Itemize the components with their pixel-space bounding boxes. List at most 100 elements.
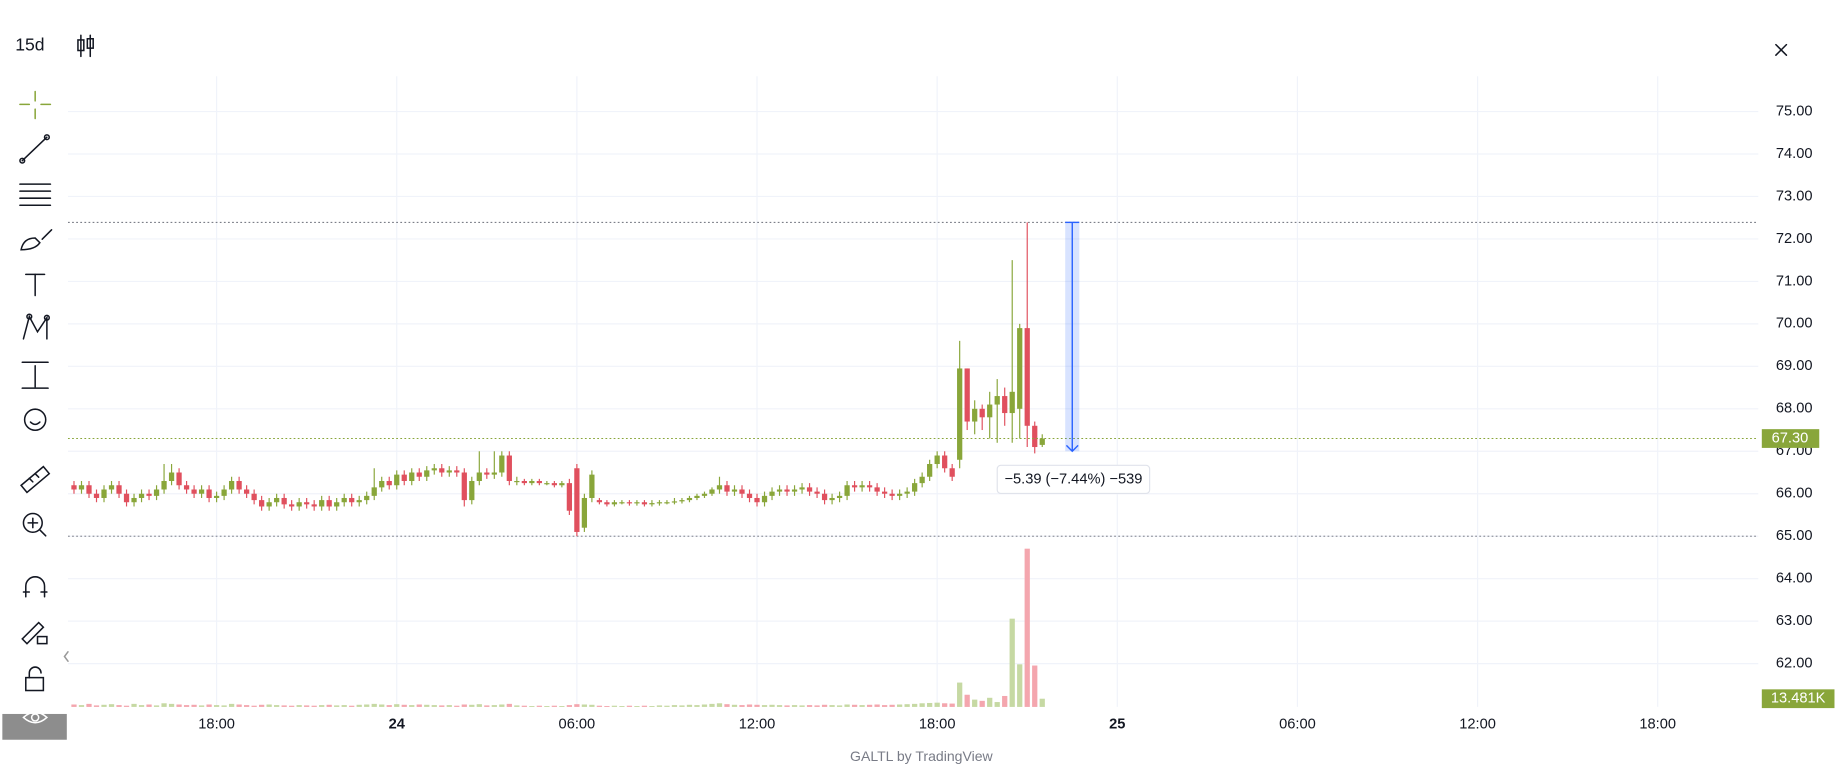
volume-bar <box>168 703 175 707</box>
volume-bar <box>589 704 595 707</box>
candle-body <box>334 502 340 507</box>
pattern-tool[interactable] <box>22 313 50 340</box>
visibility-tool[interactable] <box>22 711 49 724</box>
volume-bar <box>881 705 888 707</box>
candle-body <box>994 396 1000 405</box>
volume-bar <box>664 705 670 707</box>
candle-body <box>221 489 227 496</box>
volume-bar <box>566 705 573 707</box>
candle-body <box>544 483 550 485</box>
candle-body <box>176 472 182 486</box>
volume-bar <box>897 704 903 707</box>
volume-bar <box>581 704 588 707</box>
volume-bar <box>799 705 805 707</box>
candle-body <box>326 500 332 507</box>
candle-body <box>551 483 557 486</box>
volume-bar <box>296 705 302 707</box>
volume-bar <box>153 705 160 707</box>
candle-body <box>138 493 145 498</box>
candle-body <box>987 404 993 418</box>
visibility-tool-bg[interactable] <box>2 713 67 740</box>
candle-body <box>626 502 633 504</box>
candle-body <box>168 472 175 481</box>
brush-tool[interactable] <box>20 229 53 251</box>
candle-body <box>866 485 873 488</box>
volume-bar <box>356 704 362 707</box>
volume-bar <box>349 705 355 707</box>
volume-bar <box>754 704 760 707</box>
volume-bar <box>431 705 437 707</box>
volume-bar <box>289 705 295 707</box>
volume-bar <box>844 704 850 707</box>
candle-body <box>228 480 235 490</box>
volume-bar <box>874 704 880 707</box>
last-volume-label: 13.481K <box>1771 691 1826 707</box>
volume-bar <box>469 704 475 707</box>
volume-bar <box>176 704 182 707</box>
volume-bar <box>559 706 565 707</box>
chart-type-button[interactable] <box>77 34 94 58</box>
volume-bar <box>476 704 482 707</box>
volume-bar <box>934 702 940 707</box>
zoom-tool[interactable] <box>22 512 47 537</box>
candle-body <box>604 502 610 505</box>
candle-body <box>198 489 205 494</box>
candle-body <box>874 487 880 492</box>
volume-bar <box>641 705 648 707</box>
candle-body <box>116 485 122 494</box>
volume-bar <box>544 706 550 707</box>
volume-bar <box>123 705 130 707</box>
volume-bar <box>281 705 287 707</box>
candle-body <box>581 497 588 528</box>
volume-bar <box>806 705 813 707</box>
candle-body <box>574 468 580 532</box>
candle-body <box>289 504 295 507</box>
y-tick-label: 63.00 <box>1776 613 1813 629</box>
trendline-tool[interactable] <box>19 134 50 164</box>
candle-body <box>649 503 655 505</box>
volume-bar <box>138 705 145 707</box>
candle-body <box>71 485 77 490</box>
candle-body <box>101 489 107 498</box>
candle-body <box>484 472 490 475</box>
volume-bar <box>596 705 603 707</box>
close-button[interactable] <box>1775 43 1788 56</box>
volume-bar <box>634 706 640 707</box>
candle-body <box>469 480 475 501</box>
interval[interactable]: 15d <box>15 34 44 54</box>
candle-body <box>1024 328 1030 426</box>
candle-body <box>964 368 970 422</box>
candle-body <box>881 491 888 494</box>
volume-bar <box>108 704 115 707</box>
volume-bar <box>371 703 377 707</box>
text-tool[interactable] <box>25 273 46 297</box>
candle-body <box>701 493 708 496</box>
icon-tool[interactable] <box>23 408 47 432</box>
projection-tool[interactable] <box>21 361 49 389</box>
candle-body <box>927 464 933 477</box>
fib-tool[interactable] <box>19 183 52 206</box>
volume-bar <box>334 705 340 707</box>
candle-body <box>93 493 100 498</box>
volume-bar <box>274 705 280 707</box>
crosshair-tool[interactable] <box>19 90 52 120</box>
candle-body <box>454 470 460 473</box>
lock-tool[interactable] <box>25 666 45 692</box>
volume-bar <box>551 705 557 707</box>
candle-body <box>236 480 242 490</box>
collapse-toolbar[interactable] <box>63 651 69 662</box>
candle-body <box>844 485 850 496</box>
x-tick-label: 06:00 <box>1279 716 1316 732</box>
volume-bar <box>851 704 858 707</box>
ruler-tool[interactable] <box>20 465 51 494</box>
candle-body <box>664 502 670 504</box>
candle-body <box>476 472 482 481</box>
candle-body <box>769 491 775 496</box>
magnet-tool[interactable] <box>22 576 48 598</box>
candle-body <box>559 483 565 486</box>
candle-body <box>394 474 400 486</box>
lock-drawing-tool[interactable] <box>21 621 48 645</box>
volume-bar <box>866 704 873 707</box>
volume-bar <box>506 703 512 707</box>
